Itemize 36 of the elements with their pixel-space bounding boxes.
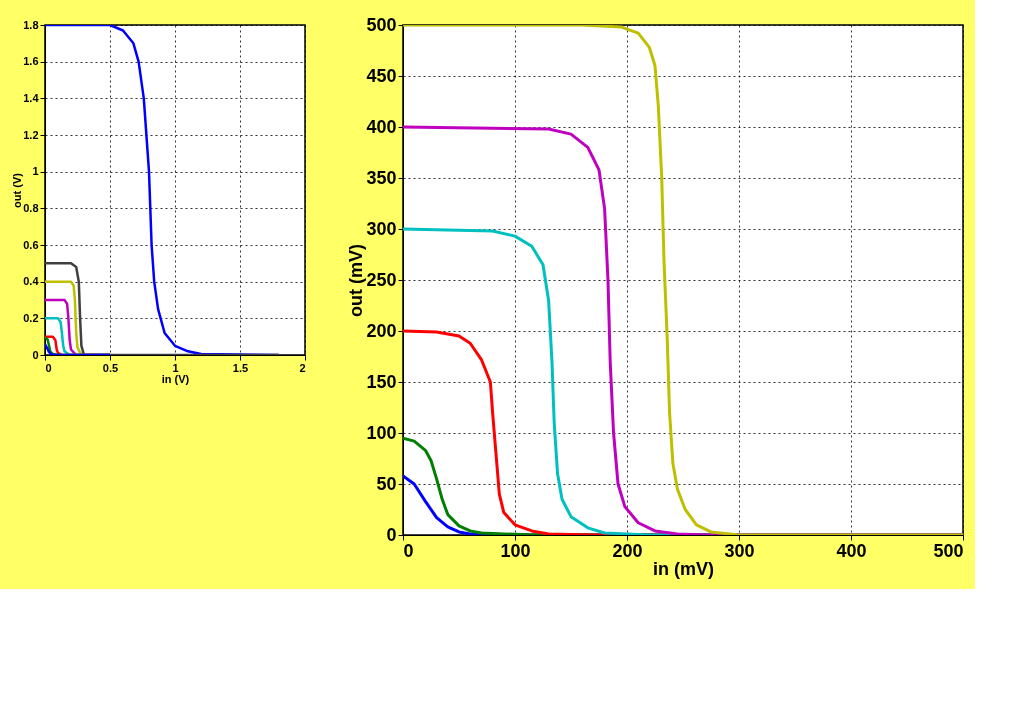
y-tick-label: 0.2 xyxy=(23,311,39,324)
x-axis-title: in (V) xyxy=(161,372,190,385)
x-tick-label: 2 xyxy=(299,361,306,374)
y-tick-label: 1.4 xyxy=(23,91,40,104)
y-tick-label: 0.6 xyxy=(23,238,39,251)
x-tick-label: 1.5 xyxy=(232,361,249,374)
y-tick-label: 1 xyxy=(32,165,39,178)
y-axis-title: out (V) xyxy=(11,172,24,208)
y-tick-label: 50 xyxy=(376,473,397,494)
y-tick-label: 450 xyxy=(366,65,397,86)
y-tick-label: 150 xyxy=(366,371,397,392)
y-tick-label: 100 xyxy=(366,422,397,443)
y-tick-label: 350 xyxy=(366,167,397,188)
y-tick-label: 1.6 xyxy=(23,55,39,68)
x-tick-label: 0 xyxy=(403,540,414,561)
x-tick-label: 0.5 xyxy=(102,361,119,374)
x-tick-label: 100 xyxy=(500,540,531,561)
y-tick-label: 400 xyxy=(366,116,397,137)
x-tick-label: 200 xyxy=(612,540,643,561)
y-tick-label: 300 xyxy=(366,218,397,239)
y-tick-label: 1.8 xyxy=(23,18,39,31)
y-tick-label: 0.8 xyxy=(23,201,39,214)
y-tick-label: 250 xyxy=(366,269,397,290)
y-tick-label: 0.4 xyxy=(23,275,40,288)
y-tick-label: 0 xyxy=(386,524,397,545)
y-tick-label: 200 xyxy=(366,320,397,341)
x-axis-title: in (mV) xyxy=(653,558,714,579)
x-tick-label: 300 xyxy=(724,540,755,561)
x-tick-label: 0 xyxy=(45,361,52,374)
x-tick-label: 1 xyxy=(172,361,179,374)
y-tick-label: 1.2 xyxy=(23,128,39,141)
x-tick-label: 500 xyxy=(933,540,964,561)
y-axis-title: out (mV) xyxy=(346,244,367,317)
y-tick-label: 0 xyxy=(32,348,39,361)
x-tick-label: 400 xyxy=(836,540,867,561)
y-tick-label: 500 xyxy=(366,14,397,35)
